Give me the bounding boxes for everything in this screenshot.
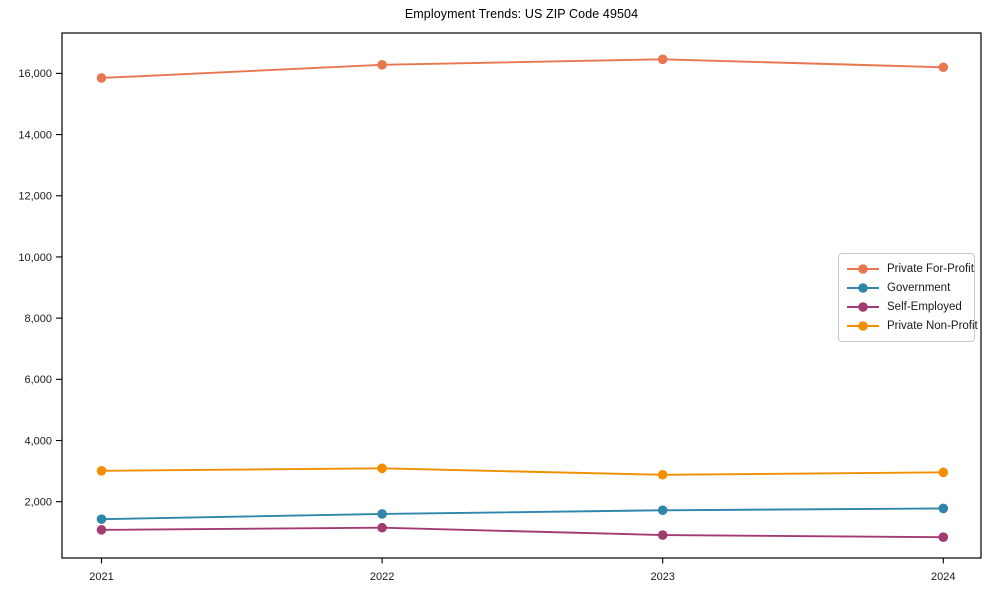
series-line-private-for-profit: [101, 58, 944, 79]
data-point-self-employed-2024: [938, 532, 949, 542]
legend-label: Self-Employed: [887, 301, 962, 314]
x-tick-label: 2023: [650, 571, 674, 583]
data-point-private-for-profit-2023: [657, 54, 668, 65]
data-point-government-2022: [377, 509, 387, 519]
y-tick-label: 12,000: [18, 191, 52, 203]
legend-item-self-employed: Self-Employed: [846, 298, 967, 317]
x-tick-label: 2021: [89, 571, 113, 583]
data-point-government-2021: [96, 514, 107, 524]
data-point-self-employed-2022: [377, 522, 387, 533]
legend-label: Private Non-Profit: [887, 320, 978, 333]
data-point-self-employed-2023: [657, 530, 668, 540]
plot-frame: [61, 32, 982, 559]
legend-dot: [858, 263, 868, 274]
legend-label: Private For-Profit: [887, 262, 974, 275]
legend-marker-government: [847, 283, 879, 293]
legend-marker-private-non-profit: [847, 321, 879, 332]
x-tick-label: 2024: [931, 571, 955, 583]
series-line-self-employed: [101, 526, 944, 539]
data-point-private-non-profit-2022: [377, 463, 387, 474]
legend-dot: [858, 321, 868, 332]
series-line-government: [101, 507, 944, 521]
y-tick-label: 14,000: [18, 129, 52, 141]
data-point-private-non-profit-2021: [96, 466, 107, 476]
y-tick-label: 2,000: [24, 497, 52, 509]
legend-item-private-for-profit: Private For-Profit: [846, 259, 974, 278]
data-point-private-non-profit-2024: [938, 467, 949, 478]
data-point-government-2024: [938, 503, 949, 514]
data-point-private-for-profit-2021: [96, 73, 107, 83]
legend-item-private-non-profit: Private Non-Profit: [846, 317, 978, 336]
legend-marker-private-for-profit: [847, 263, 879, 274]
y-tick-label: 16,000: [18, 68, 52, 80]
x-tick-label: 2022: [370, 571, 394, 583]
data-point-private-non-profit-2023: [657, 469, 668, 480]
chart-title: Employment Trends: US ZIP Code 49504: [404, 7, 639, 21]
legend-item-government: Government: [846, 278, 967, 297]
data-point-self-employed-2021: [96, 525, 107, 535]
legend: Private For-Profit Government Self-Employe…: [838, 253, 978, 342]
y-tick-label: 8,000: [24, 313, 52, 325]
y-tick-label: 6,000: [24, 374, 52, 386]
y-tick-label: 4,000: [24, 435, 52, 447]
data-point-private-for-profit-2022: [377, 60, 387, 70]
legend-label: Government: [887, 281, 951, 294]
y-tick-label: 10,000: [18, 252, 52, 264]
data-point-private-for-profit-2024: [938, 62, 949, 73]
data-point-government-2023: [657, 505, 668, 516]
legend-dot: [858, 302, 868, 312]
series-line-private-non-profit: [101, 467, 944, 476]
legend-marker-self-employed: [847, 302, 879, 312]
legend-dot: [858, 283, 868, 293]
